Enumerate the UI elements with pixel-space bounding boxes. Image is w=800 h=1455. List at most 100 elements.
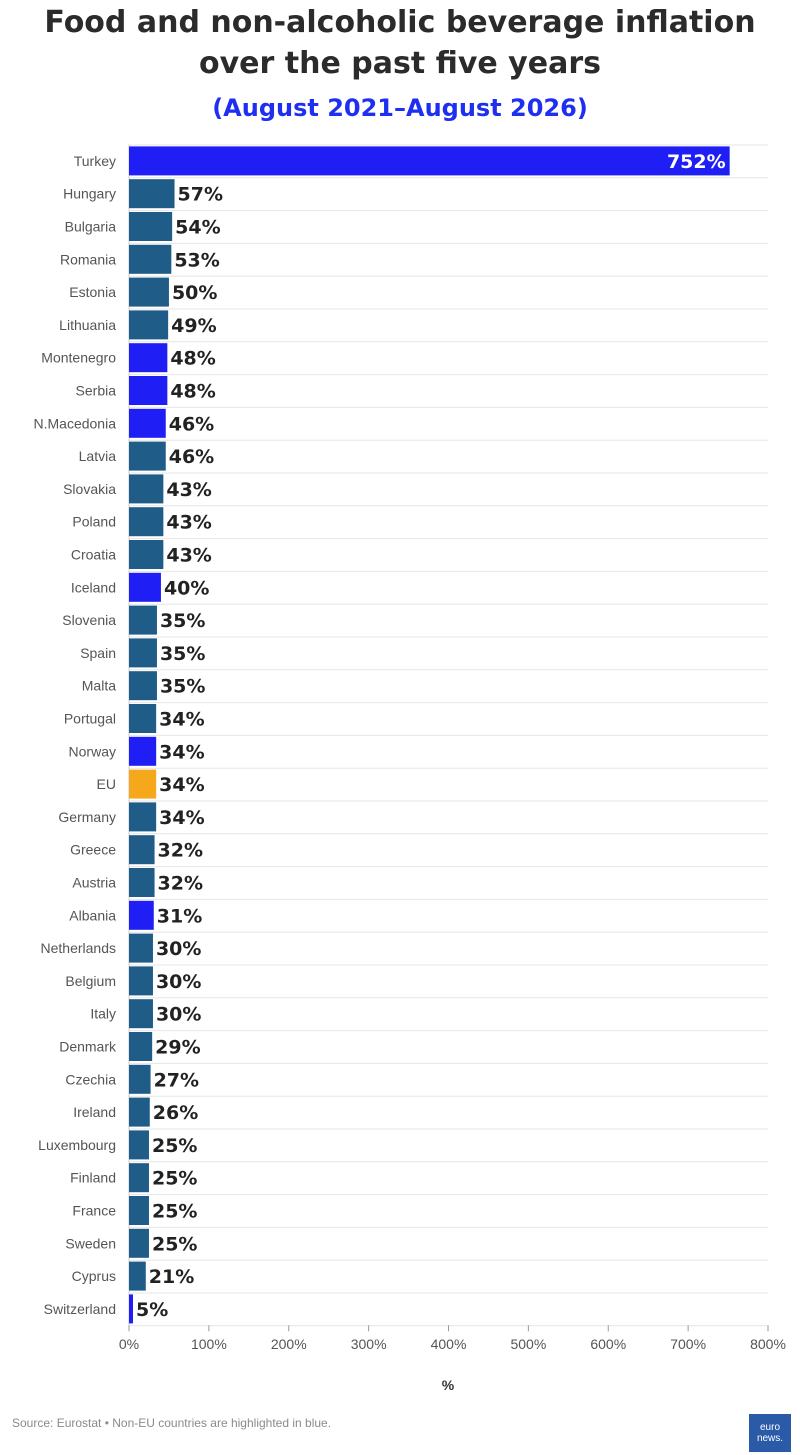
- category-label: Slovakia: [63, 481, 116, 497]
- value-label: 34%: [159, 741, 204, 763]
- value-label: 46%: [169, 446, 214, 468]
- bar-france: [129, 1196, 149, 1225]
- chart-title-line-1: Food and non-alcoholic beverage inflatio…: [44, 5, 756, 40]
- category-label: Montenegro: [41, 350, 116, 366]
- x-tick-label: 100%: [191, 1336, 227, 1352]
- value-label: 48%: [170, 381, 215, 403]
- value-label: 34%: [159, 774, 204, 796]
- bar-luxembourg: [129, 1130, 149, 1160]
- value-label: 27%: [154, 1069, 199, 1091]
- bar-lithuania: [129, 310, 169, 340]
- bar-slovakia: [129, 474, 164, 504]
- category-label: Bulgaria: [65, 219, 117, 235]
- category-label: Hungary: [63, 186, 116, 202]
- bar-estonia: [129, 277, 169, 307]
- bar-denmark: [129, 1032, 153, 1061]
- bar-finland: [129, 1163, 149, 1193]
- category-label: Spain: [80, 645, 116, 661]
- category-label: Slovenia: [62, 612, 116, 628]
- category-label: N.Macedonia: [34, 415, 117, 431]
- x-tick-label: 800%: [750, 1336, 786, 1352]
- category-label: Norway: [69, 743, 116, 759]
- bar-serbia: [129, 376, 168, 405]
- bar-latvia: [129, 441, 166, 471]
- logo-text-line-1: euro: [759, 1422, 780, 1433]
- bar-italy: [129, 999, 153, 1029]
- value-label: 50%: [172, 282, 217, 304]
- category-label: Finland: [70, 1170, 116, 1186]
- value-label: 35%: [160, 610, 205, 632]
- value-label: 25%: [152, 1135, 197, 1157]
- value-label: 43%: [166, 545, 211, 567]
- x-axis-title: %: [442, 1377, 455, 1393]
- value-label: 34%: [159, 709, 204, 731]
- value-label: 43%: [166, 479, 211, 501]
- x-tick-label: 0%: [119, 1336, 139, 1352]
- chart-title: Food and non-alcoholic beverage inflatio…: [0, 2, 800, 84]
- x-tick-label: 300%: [351, 1336, 387, 1352]
- chart-title-line-2: over the past five years: [199, 46, 601, 81]
- value-label: 26%: [153, 1102, 198, 1124]
- bar-hungary: [129, 179, 175, 209]
- bar-poland: [129, 507, 164, 537]
- value-label: 25%: [152, 1201, 197, 1223]
- x-tick-label: 400%: [431, 1336, 467, 1352]
- euronews-logo: euro news.: [749, 1414, 791, 1452]
- category-label: Croatia: [71, 547, 116, 563]
- value-label: 35%: [160, 643, 205, 665]
- value-label: 30%: [156, 938, 201, 960]
- bar-n-macedonia: [129, 408, 166, 438]
- category-label: Greece: [70, 842, 116, 858]
- value-label: 752%: [667, 151, 726, 173]
- category-label: Austria: [72, 875, 116, 891]
- category-label: Czechia: [65, 1071, 116, 1087]
- source-note: Source: Eurostat • Non-EU countries are …: [12, 1416, 332, 1430]
- category-label: Cyprus: [72, 1268, 116, 1284]
- bar-switzerland: [129, 1294, 133, 1324]
- bar-slovenia: [129, 605, 157, 635]
- bar-czechia: [129, 1064, 151, 1094]
- x-tick-label: 700%: [670, 1336, 706, 1352]
- category-label: Netherlands: [41, 940, 117, 956]
- category-label: Turkey: [74, 153, 116, 169]
- bar-germany: [129, 802, 157, 832]
- bar-montenegro: [129, 343, 168, 373]
- bar-iceland: [129, 572, 161, 602]
- x-tick-label: 600%: [590, 1336, 626, 1352]
- category-label: Romania: [60, 251, 116, 267]
- value-label: 57%: [178, 184, 223, 206]
- bar-spain: [129, 638, 157, 668]
- logo-text-line-2: news.: [756, 1433, 784, 1444]
- value-label: 46%: [169, 413, 214, 435]
- value-label: 30%: [156, 971, 201, 993]
- bar-portugal: [129, 704, 157, 733]
- value-label: 25%: [152, 1233, 197, 1255]
- chart-subtitle: (August 2021–August 2026): [212, 94, 588, 122]
- category-label: Denmark: [59, 1039, 117, 1055]
- value-label: 32%: [158, 840, 203, 862]
- bar-chart: Turkey 752% Hungary 57% Bulgaria 54% Romania 53…: [34, 144, 786, 1393]
- bar-sweden: [129, 1228, 149, 1258]
- category-label: Luxembourg: [38, 1137, 116, 1153]
- x-tick-label: 500%: [510, 1336, 546, 1352]
- category-label: Estonia: [69, 284, 116, 300]
- value-label: 30%: [156, 1004, 201, 1026]
- category-label: Albania: [69, 907, 116, 923]
- value-label: 40%: [164, 577, 209, 599]
- category-label: Lithuania: [59, 317, 116, 333]
- bar-romania: [129, 244, 172, 274]
- bar-bulgaria: [129, 212, 173, 241]
- value-label: 34%: [159, 807, 204, 829]
- value-label: 48%: [170, 348, 215, 370]
- bar-turkey: [129, 146, 730, 176]
- value-label: 29%: [155, 1037, 200, 1059]
- category-label: Sweden: [65, 1235, 116, 1251]
- value-label: 35%: [160, 676, 205, 698]
- bar-netherlands: [129, 933, 153, 963]
- bar-ireland: [129, 1097, 150, 1127]
- bar-eu: [129, 769, 157, 799]
- bar-cyprus: [129, 1261, 146, 1291]
- bar-belgium: [129, 966, 153, 996]
- category-label: Italy: [90, 1006, 116, 1022]
- category-label: Malta: [82, 678, 116, 694]
